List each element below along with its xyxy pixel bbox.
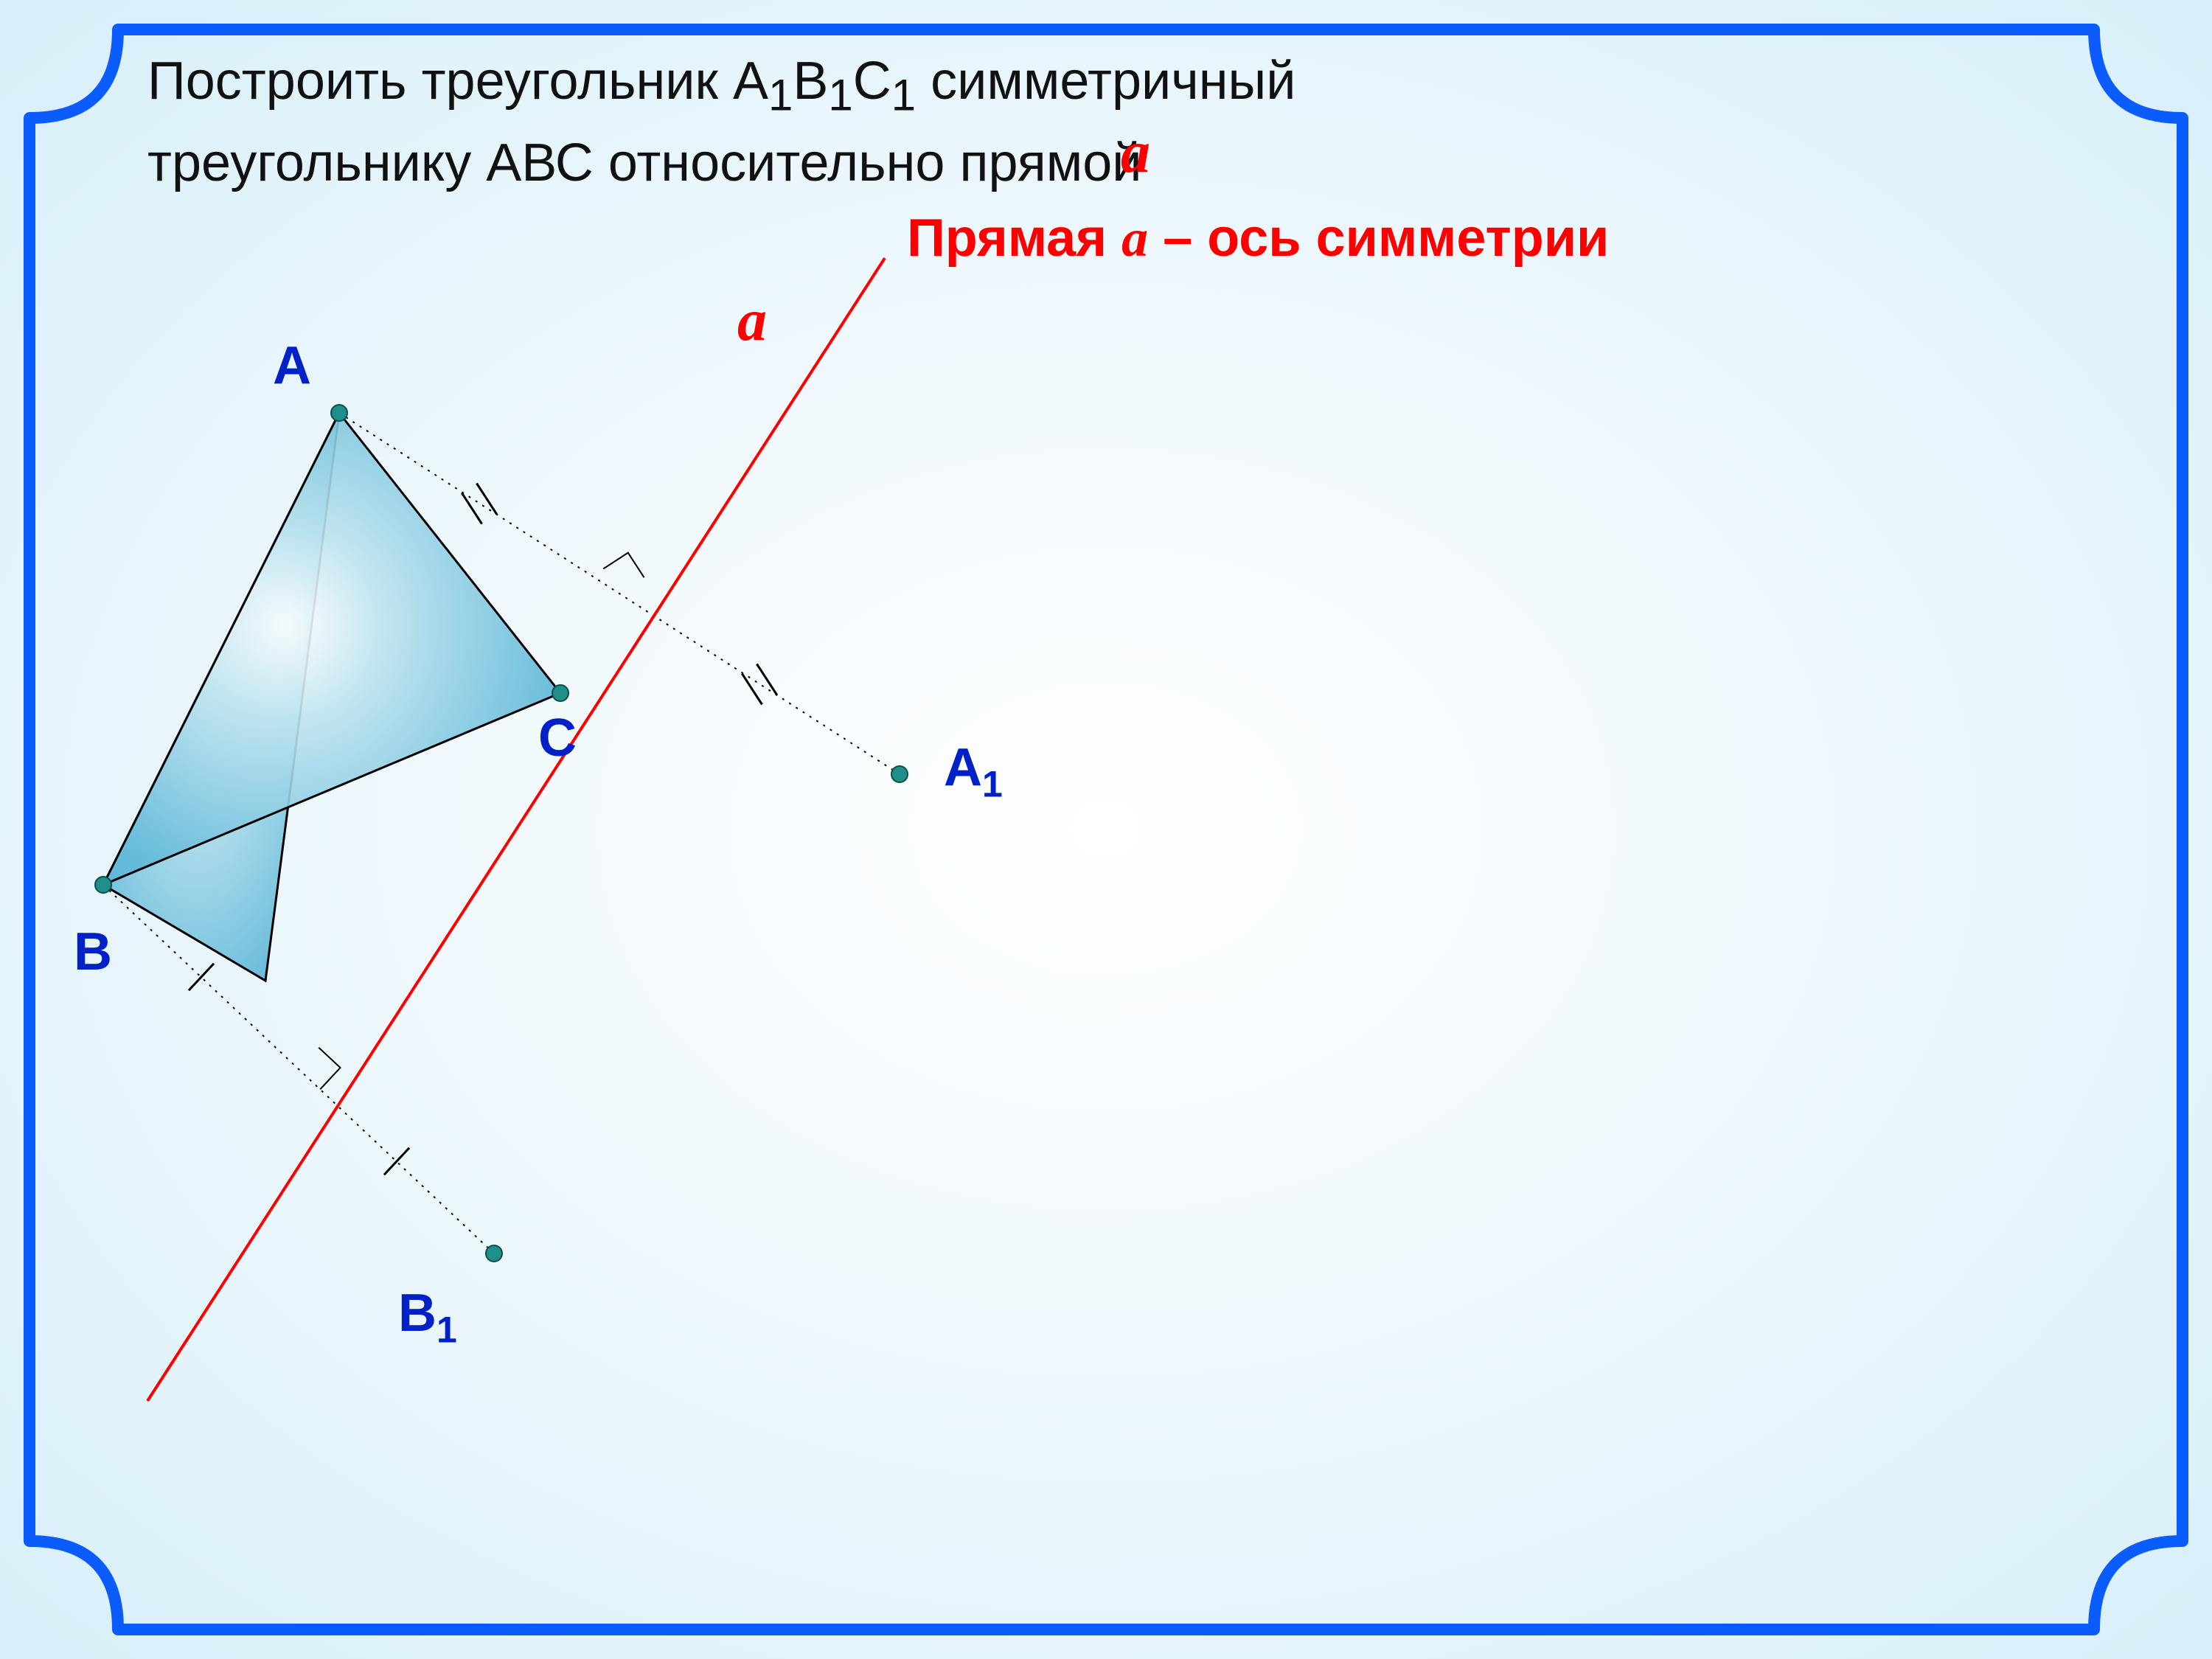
label-B1-base: В [398, 1284, 437, 1343]
point-B1 [486, 1245, 502, 1262]
point-C [552, 685, 568, 701]
axis-caption-letter: а [1121, 209, 1148, 268]
task-line1-sub1: 1 [768, 70, 793, 119]
task-line1: Построить треугольник А1В1С1 симметричны… [147, 52, 1296, 111]
label-A1-base: А [944, 738, 982, 797]
task-line1-mid2: С [853, 52, 891, 111]
label-A: А [273, 335, 311, 396]
task-line1-sub2: 1 [828, 70, 852, 119]
label-B: В [74, 922, 112, 982]
axis-caption-prefix: Прямая [907, 209, 1121, 268]
axis-letter-in-task: а [1121, 119, 1150, 187]
label-B1: В1 [398, 1283, 457, 1351]
label-B1-sub: 1 [437, 1309, 457, 1350]
point-A [331, 405, 347, 421]
axis-caption: Прямая а – ось симметрии [907, 208, 1609, 269]
label-C: С [538, 708, 577, 768]
slide: Построить треугольник А1В1С1 симметричны… [0, 0, 2212, 1659]
label-A1: А1 [944, 737, 1003, 805]
task-line1-prefix: Построить треугольник А [147, 52, 768, 111]
task-line1-sub3: 1 [891, 70, 916, 119]
point-A1 [891, 766, 908, 782]
axis-caption-suffix: – ось симметрии [1148, 209, 1609, 268]
task-line2: треугольнику АВС относительно прямой [147, 133, 1141, 192]
task-line1-suffix: симметричный [916, 52, 1295, 111]
point-B [95, 877, 111, 893]
axis-letter-near-line: а [737, 288, 767, 355]
task-line1-mid1: В [793, 52, 828, 111]
label-A1-sub: 1 [982, 763, 1003, 804]
